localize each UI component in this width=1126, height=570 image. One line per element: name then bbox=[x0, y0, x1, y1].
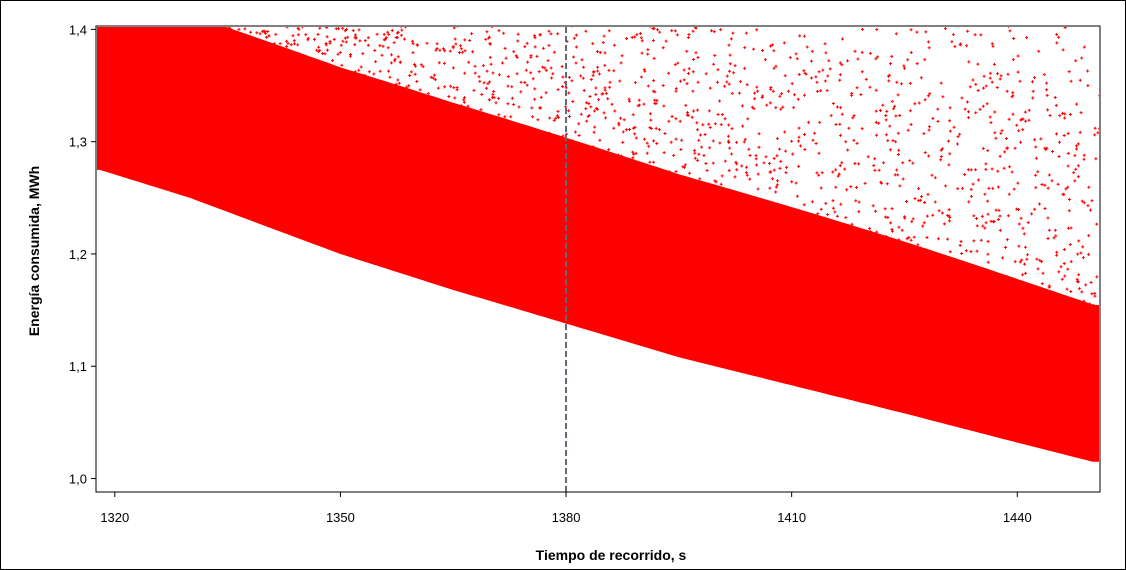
y-tick-label: 1,2 bbox=[69, 247, 87, 262]
y-axis-title: Energía consumida, MWh bbox=[26, 166, 42, 336]
x-tick-label: 1350 bbox=[326, 510, 355, 525]
y-tick-label: 1,3 bbox=[69, 135, 87, 150]
x-tick-label: 1440 bbox=[1003, 510, 1032, 525]
x-tick-label: 1410 bbox=[777, 510, 806, 525]
x-tick-label: 1320 bbox=[100, 510, 129, 525]
axis-ticks: 1320 1350 1380 1410 1440 1,0 1,1 1,2 1,3 1,4 bbox=[69, 22, 1032, 525]
y-tick-label: 1,4 bbox=[69, 22, 87, 37]
dense-point-region bbox=[97, 27, 1099, 462]
axes bbox=[95, 25, 1101, 493]
x-tick-label: 1380 bbox=[552, 510, 581, 525]
dense-point-region bbox=[97, 27, 1099, 462]
y-tick-label: 1,0 bbox=[69, 472, 87, 487]
x-axis-title: Tiempo de recorrido, s bbox=[536, 547, 687, 563]
y-tick-label: 1,1 bbox=[69, 359, 87, 374]
scatter-markers bbox=[97, 27, 1099, 407]
plot-border bbox=[95, 25, 1101, 493]
scatter-points bbox=[97, 27, 1099, 462]
